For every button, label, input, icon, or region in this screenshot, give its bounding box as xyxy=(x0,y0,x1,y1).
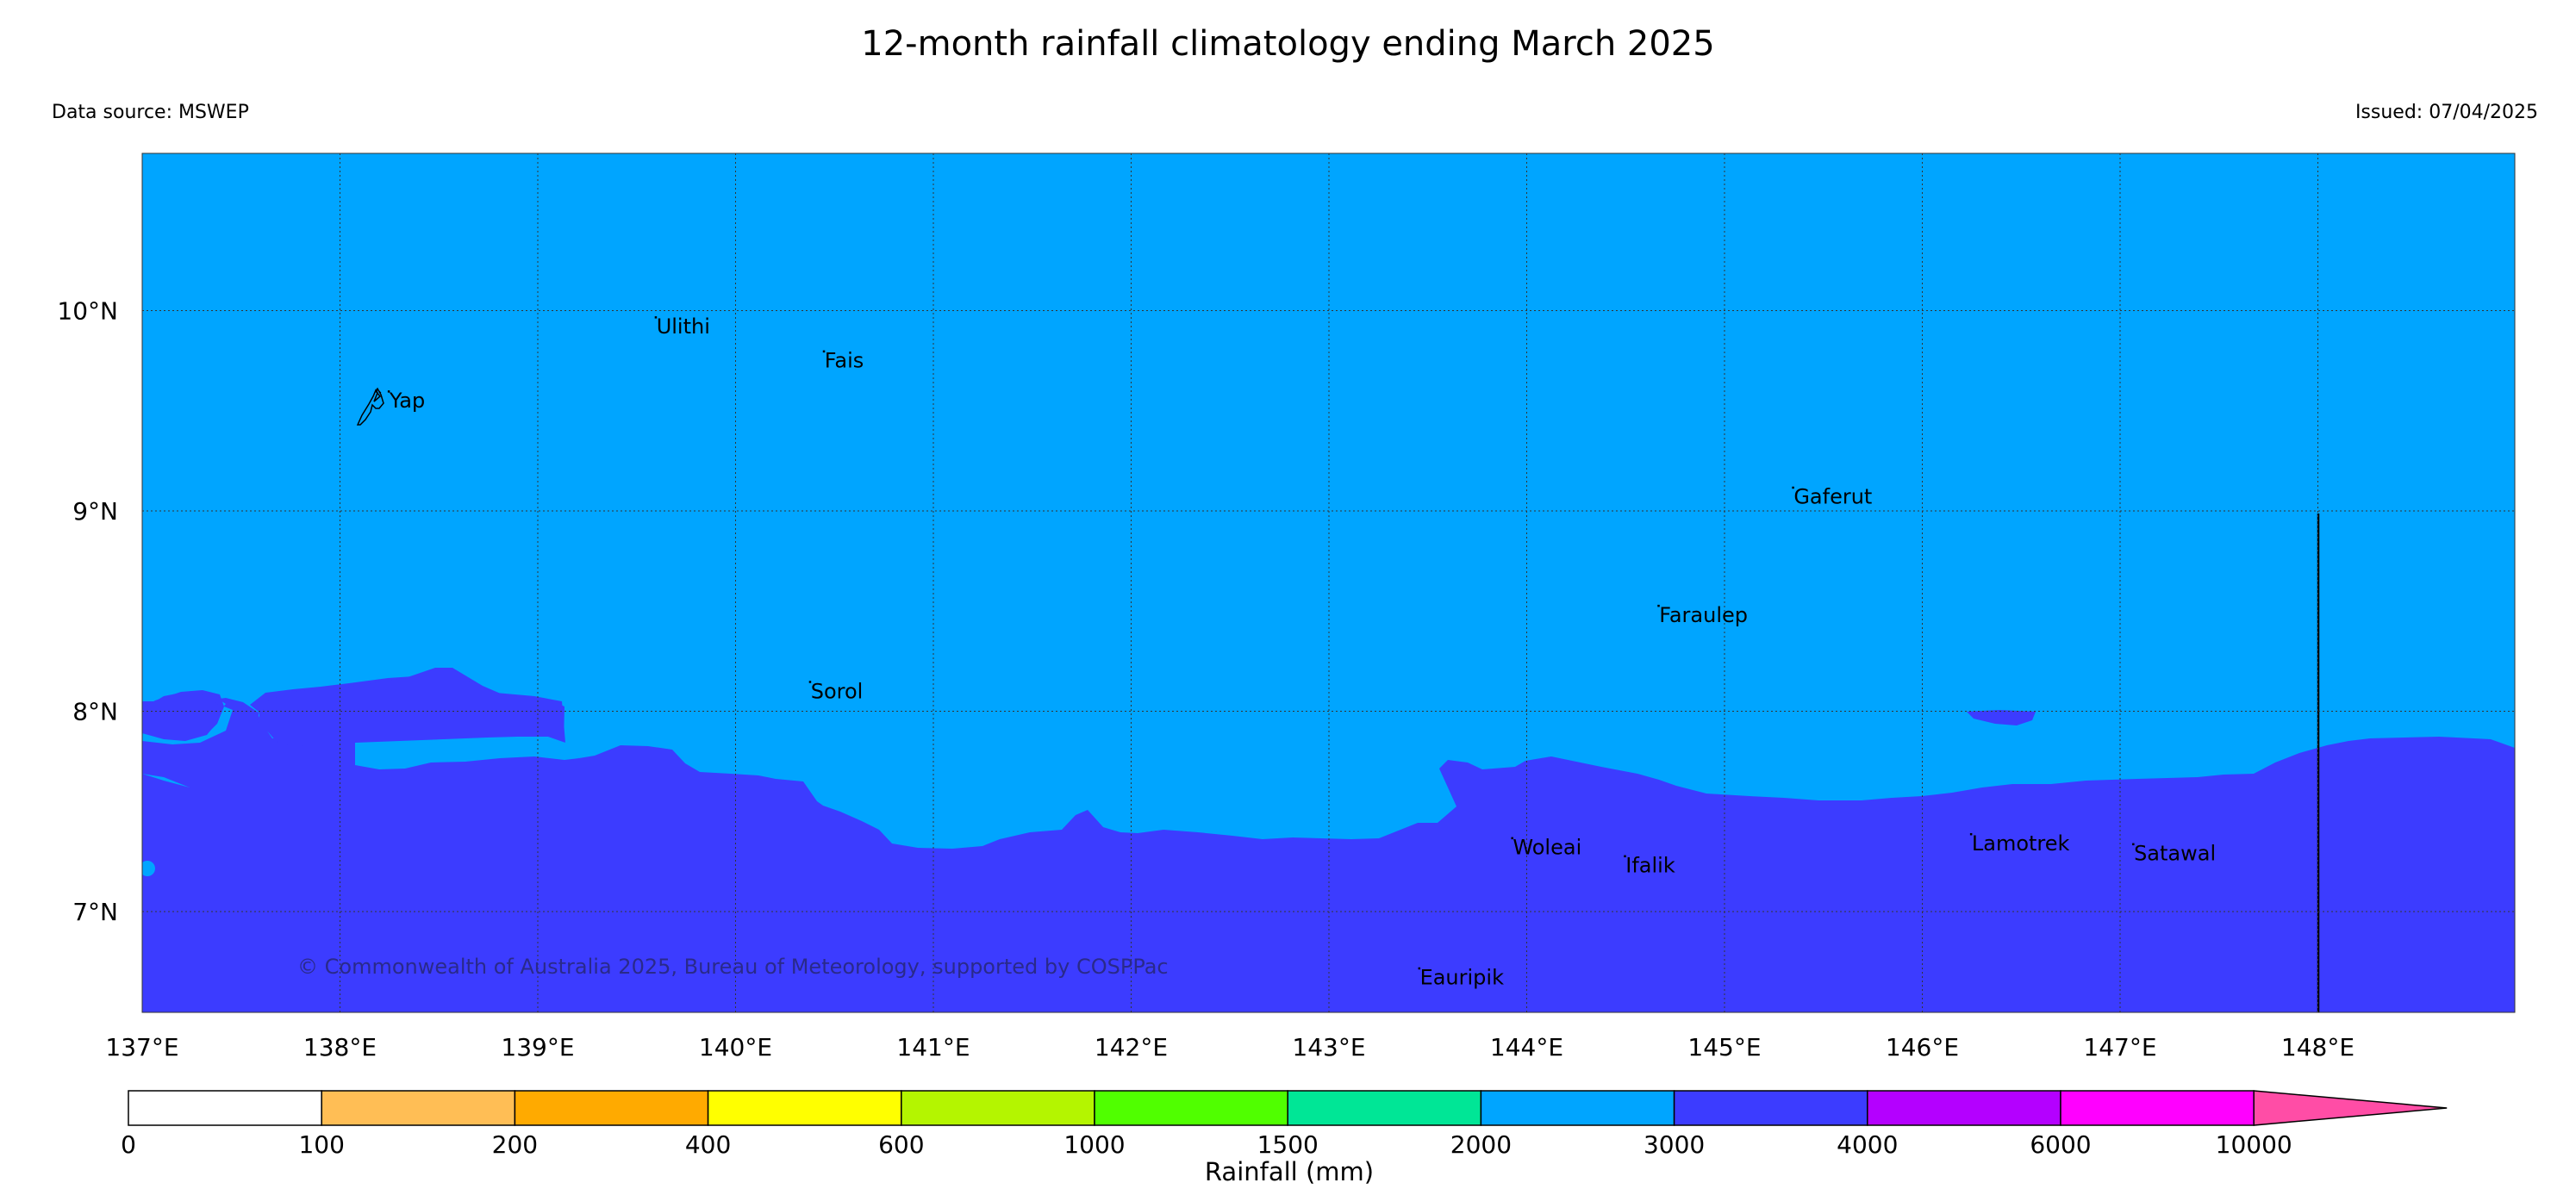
place-label-fais: Fais xyxy=(825,349,864,373)
atoll-marker xyxy=(808,681,812,683)
atoll-marker xyxy=(822,350,826,353)
place-label-satawal: Satawal xyxy=(2134,842,2216,866)
colorbar-tick-label: 1000 xyxy=(1063,1130,1125,1159)
place-label-ulithi: Ulithi xyxy=(657,314,710,339)
colorbar-tick-label: 6000 xyxy=(2030,1130,2091,1159)
longitude-tick-label: 144°E xyxy=(1490,1033,1563,1061)
axis-tick-labels: 137°E 138°E 139°E 140°E 141°E 142°E 143°E 144°E… xyxy=(57,297,2355,1062)
atoll-marker xyxy=(1657,604,1660,607)
colorbar-tick-label: 10000 xyxy=(2216,1130,2292,1159)
colorbar-segment xyxy=(1867,1090,2061,1126)
atoll-marker xyxy=(1511,837,1513,840)
place-label-woleai: Woleai xyxy=(1513,836,1581,860)
place-label-sorol: Sorol xyxy=(811,679,864,703)
colorbar-segment xyxy=(321,1090,516,1126)
atoll-marker xyxy=(1792,486,1794,489)
longitude-tick-label: 137°E xyxy=(105,1033,178,1061)
graticule xyxy=(142,153,2515,1012)
place-label-gaferut: Gaferut xyxy=(1793,485,1872,509)
longitude-tick-label: 146°E xyxy=(1886,1033,1959,1061)
atoll-marker xyxy=(1624,855,1626,858)
colorbar-segment xyxy=(514,1090,709,1126)
colorbar-segment xyxy=(2060,1090,2255,1126)
colorbar-segment xyxy=(707,1090,902,1126)
colorbar-tick-label: 400 xyxy=(685,1130,731,1159)
atoll-marker xyxy=(1418,967,1421,970)
issued-date-label: Issued: 07/04/2025 xyxy=(2355,102,2538,123)
colorbar-segment xyxy=(1094,1090,1288,1126)
colorbar-legend: 0 100 200 400 600 1000 1500 2000 3000 4000 6000 100… xyxy=(121,1090,2448,1159)
rainfall-patch xyxy=(1967,710,2036,725)
atoll-marker xyxy=(654,316,658,319)
colorbar-segment xyxy=(128,1090,322,1126)
atoll-marker xyxy=(2132,843,2135,846)
map-title: 12-month rainfall climatology ending Mar… xyxy=(861,24,1715,64)
place-label-faraulep: Faraulep xyxy=(1659,603,1748,627)
colorbar-title: Rainfall (mm) xyxy=(1205,1157,1374,1186)
longitude-tick-label: 145°E xyxy=(1687,1033,1761,1061)
longitude-tick-label: 141°E xyxy=(896,1033,970,1061)
longitude-tick-label: 139°E xyxy=(501,1033,574,1061)
colorbar-tick-label: 3000 xyxy=(1644,1130,1705,1159)
latitude-tick-label: 9°N xyxy=(72,497,118,526)
longitude-tick-label: 147°E xyxy=(2083,1033,2156,1061)
latitude-tick-label: 8°N xyxy=(72,698,118,726)
atoll-marker xyxy=(1969,832,1973,836)
colorbar-segment xyxy=(1287,1090,1482,1126)
longitude-tick-label: 142°E xyxy=(1095,1033,1168,1061)
longitude-tick-label: 140°E xyxy=(699,1033,772,1061)
colorbar-tick-label: 1500 xyxy=(1257,1130,1319,1159)
place-label-yap: Yap xyxy=(389,389,425,413)
colorbar-segment xyxy=(901,1090,1095,1126)
atoll-marker xyxy=(387,390,390,393)
colorbar-segment xyxy=(1480,1090,1675,1126)
yap-island-outline xyxy=(356,387,384,426)
colorbar-tick-label: 0 xyxy=(121,1130,136,1159)
latitude-tick-label: 7°N xyxy=(72,898,118,926)
colorbar-tick-label: 4000 xyxy=(1837,1130,1898,1159)
colorbar-tick-label: 2000 xyxy=(1450,1130,1512,1159)
colorbar-extend-arrow xyxy=(2253,1090,2448,1126)
longitude-tick-label: 148°E xyxy=(2281,1033,2355,1061)
place-label-lamotrek: Lamotrek xyxy=(1972,831,2070,856)
longitude-tick-label: 143°E xyxy=(1292,1033,1365,1061)
colorbar-segment xyxy=(1673,1090,1868,1126)
latitude-tick-label: 10°N xyxy=(57,297,118,326)
colorbar-tick-label: 600 xyxy=(878,1130,924,1159)
place-label-ifalik: Ifalik xyxy=(1625,854,1675,878)
colorbar-tick-label: 200 xyxy=(492,1130,538,1159)
colorbar-tick-label: 100 xyxy=(298,1130,344,1159)
copyright-notice: © Commonwealth of Australia 2025, Bureau… xyxy=(297,955,1169,979)
place-labels: Ulithi Fais Yap Gaferut Faraulep Sorol Woleai I… xyxy=(387,314,2216,990)
longitude-tick-label: 138°E xyxy=(303,1033,377,1061)
data-source-label: Data source: MSWEP xyxy=(52,102,249,123)
place-label-eauripik: Eauripik xyxy=(1420,966,1505,990)
